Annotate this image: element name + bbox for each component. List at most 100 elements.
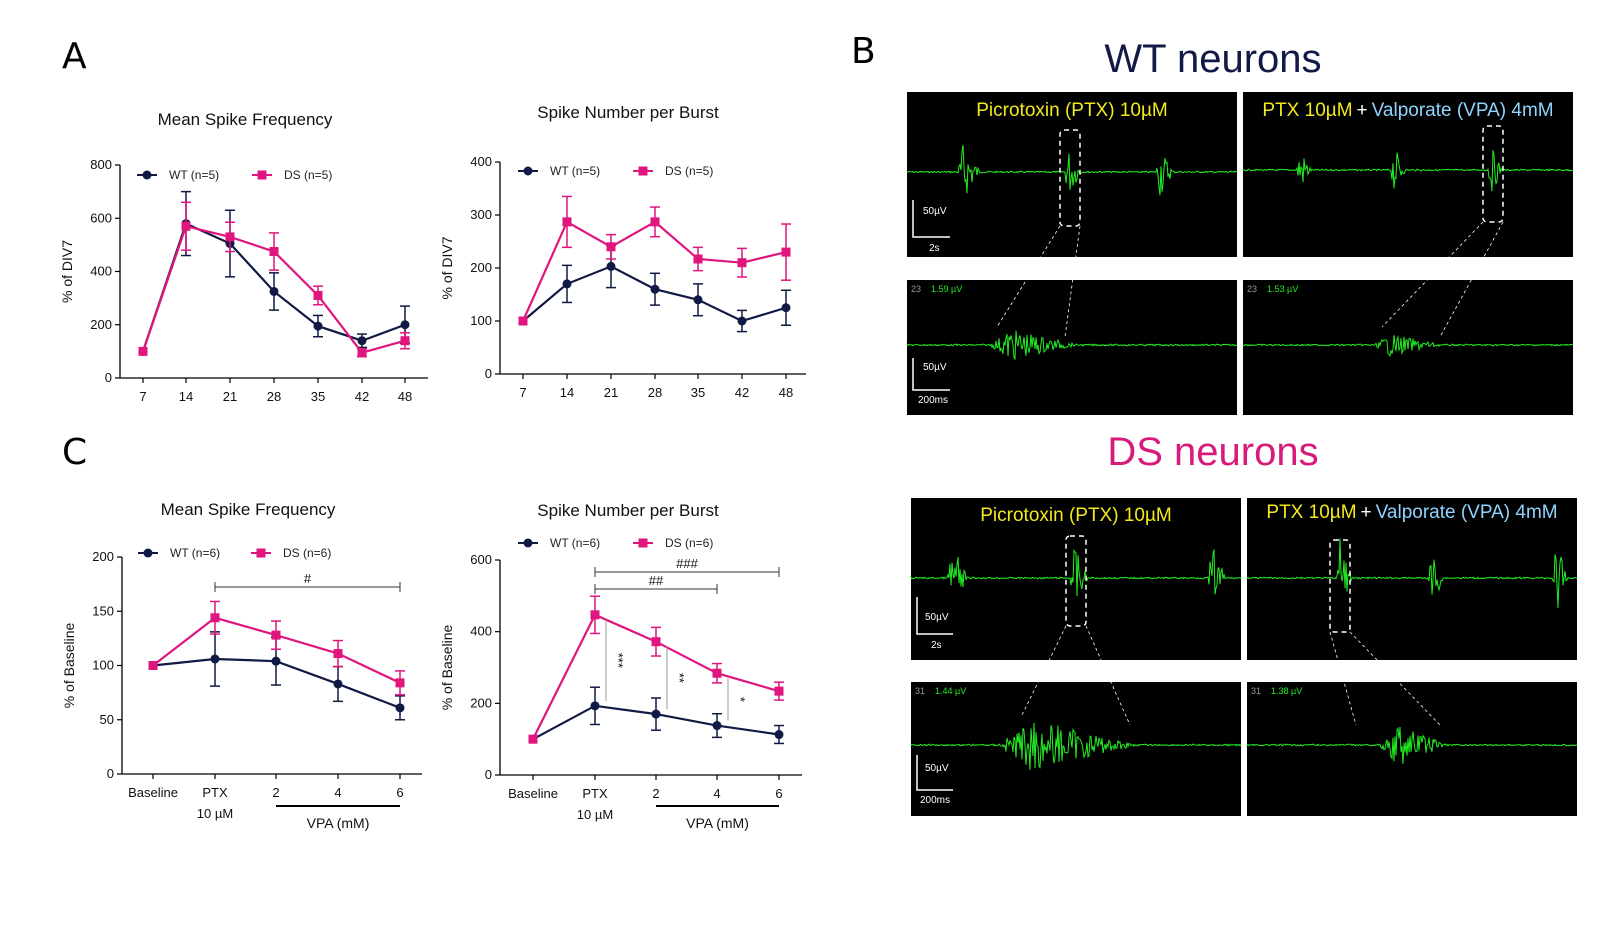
x-tick-label: 14	[560, 385, 574, 400]
significance-label: #	[304, 571, 312, 586]
legend-label: DS (n=5)	[284, 168, 332, 182]
data-point-wt	[590, 701, 600, 711]
data-point-ds	[271, 630, 281, 640]
x-axis-label: VPA (mM)	[307, 815, 370, 831]
x-tick-sublabel: 10 µM	[197, 806, 233, 821]
chart-c-spike-number-per-burst: Spike Number per Burst 0 200 400 600 % of Bas…	[439, 501, 802, 831]
pairwise-significance-label: ***	[611, 653, 626, 668]
data-point-wt	[357, 336, 367, 346]
x-tick-label: Baseline	[508, 786, 558, 801]
data-point-wt	[774, 730, 784, 740]
trace-waveforms	[906, 144, 1578, 771]
y-tick-label: 400	[470, 154, 492, 169]
y-tick-label: 0	[485, 767, 492, 782]
ds-scale-uv: 50µV	[925, 612, 949, 623]
data-point-ds	[138, 346, 148, 356]
trace-panels	[907, 92, 1577, 816]
x-tick-label: 2	[272, 785, 279, 800]
wt-zoom-scale-uv: 50µV	[923, 362, 947, 373]
x-tick-label: 21	[223, 389, 237, 404]
significance-label: ###	[676, 556, 698, 571]
significance-label: ##	[649, 573, 664, 588]
data-point-ds	[562, 217, 572, 227]
x-tick-label: 2	[652, 786, 659, 801]
legend-marker-ds	[638, 538, 648, 548]
legend-label: WT (n=6)	[170, 546, 220, 560]
data-point-ds	[313, 290, 323, 300]
y-tick-label: 50	[100, 712, 114, 727]
x-tick-label: PTX	[202, 785, 228, 800]
data-point-wt	[333, 679, 343, 689]
legend-marker-wt	[523, 166, 533, 176]
chart-title: Spike Number per Burst	[537, 103, 719, 122]
y-tick-label: 600	[90, 210, 112, 225]
wt-combo-plus: +	[1357, 100, 1368, 121]
x-tick-label: 42	[735, 385, 749, 400]
data-point-ds	[693, 254, 703, 264]
wt-ptx-trace	[906, 144, 1238, 196]
data-point-ds	[606, 242, 616, 252]
y-tick-label: 600	[470, 552, 492, 567]
y-tick-label: 150	[92, 603, 114, 618]
x-tick-label: Baseline	[128, 785, 178, 800]
data-point-ds	[395, 678, 405, 688]
wt-zoom-scale-time: 200ms	[918, 395, 948, 406]
y-tick-label: 0	[105, 370, 112, 385]
ds-combo-plus: +	[1361, 502, 1372, 523]
y-tick-label: 400	[90, 264, 112, 279]
x-tick-label: PTX	[582, 786, 608, 801]
wt-ptx-vpa-trace	[1242, 150, 1574, 192]
y-tick-label: 0	[107, 766, 114, 781]
data-point-ds	[651, 637, 661, 647]
ds-ptx-label: Picrotoxin (PTX) 10µM	[980, 505, 1172, 526]
data-point-wt	[712, 721, 722, 731]
ds-zoom-scale-uv: 50µV	[925, 763, 949, 774]
legend-marker-ds	[256, 548, 266, 558]
x-tick-label: 4	[334, 785, 341, 800]
y-tick-label: 200	[90, 317, 112, 332]
y-tick-label: 800	[90, 157, 112, 172]
y-axis-label: % of DIV7	[439, 236, 455, 299]
wt-ptx-label: Picrotoxin (PTX) 10µM	[976, 100, 1168, 121]
data-point-ds	[269, 247, 279, 257]
wt-combo-vpa: Valporate (VPA) 4mM	[1372, 100, 1554, 121]
legend-label: DS (n=6)	[665, 536, 713, 550]
ds-ptx-vpa-trace	[1246, 538, 1578, 608]
wt-neurons-heading: WT neurons	[1104, 37, 1321, 81]
x-tick-label: 4	[713, 786, 720, 801]
y-tick-label: 0	[485, 366, 492, 381]
wt-ptx-vpa-zoom-trace	[1242, 335, 1574, 357]
panel-letter-b: B	[851, 31, 876, 72]
x-tick-label: 21	[604, 385, 618, 400]
chart-title: Mean Spike Frequency	[161, 500, 336, 519]
chart-c-mean-spike-frequency: Mean Spike Frequency 0 50 100 150 200 % of Bas…	[61, 500, 422, 831]
data-point-wt	[606, 261, 616, 271]
ds-right-channel: 31	[1251, 686, 1261, 696]
data-point-wt	[395, 703, 405, 713]
ds-neurons-heading: DS neurons	[1107, 430, 1318, 474]
pairwise-significance-label: *	[733, 697, 748, 702]
data-point-ds	[357, 348, 367, 358]
data-point-wt	[210, 654, 220, 664]
scale-bars	[912, 200, 953, 791]
data-point-ds	[225, 232, 235, 242]
y-tick-label: 200	[92, 549, 114, 564]
y-tick-label: 100	[470, 313, 492, 328]
data-point-ds	[650, 217, 660, 227]
data-point-ds	[737, 258, 747, 268]
legend-marker-wt	[523, 538, 533, 548]
legend-marker-ds	[257, 170, 267, 180]
data-point-wt	[737, 316, 747, 326]
y-axis-label: % of DIV7	[59, 240, 75, 303]
data-point-ds	[210, 613, 220, 623]
data-point-ds	[774, 686, 784, 696]
x-tick-label: 48	[398, 389, 412, 404]
wt-left-channel: 23	[911, 284, 921, 294]
ds-left-channel: 31	[915, 686, 925, 696]
data-point-ds	[148, 661, 158, 670]
ds-ptx-vpa-zoom-trace	[1246, 726, 1577, 764]
x-tick-label: 7	[519, 385, 526, 400]
data-point-wt	[562, 279, 572, 289]
chart-title: Spike Number per Burst	[537, 501, 719, 520]
pairwise-significance-label: **	[672, 673, 687, 683]
